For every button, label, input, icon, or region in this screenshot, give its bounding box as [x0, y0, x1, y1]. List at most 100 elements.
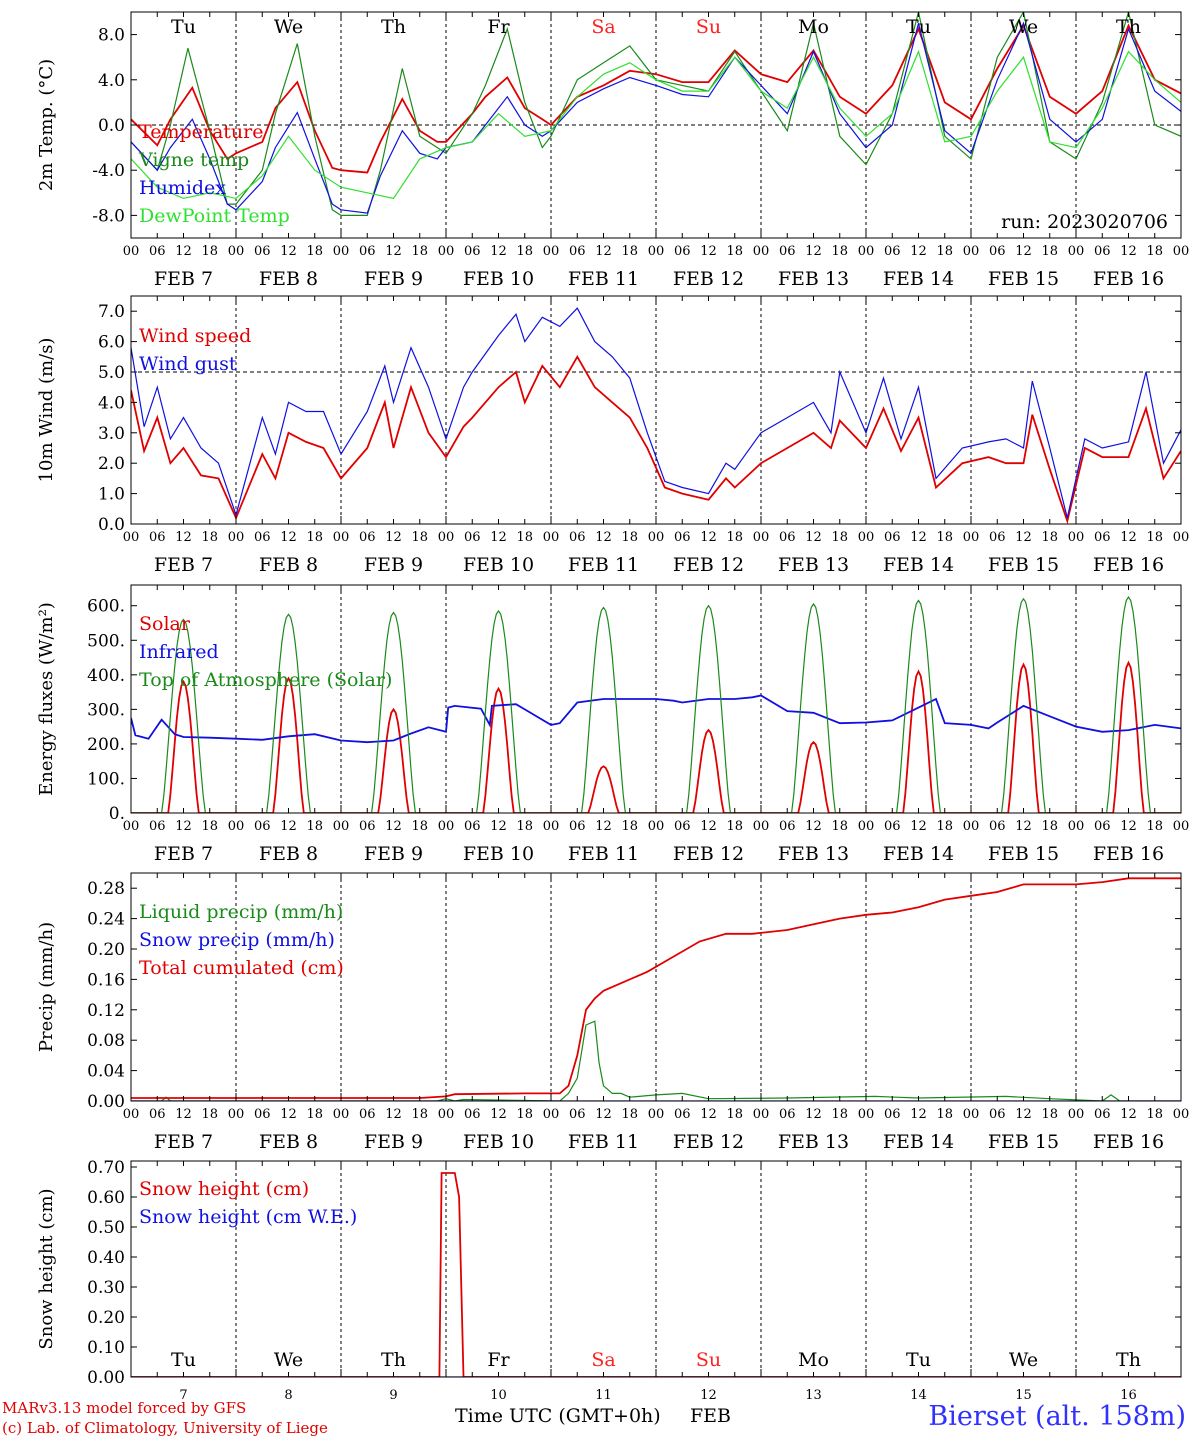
hour-label: 00: [123, 819, 140, 834]
hour-label: 12: [280, 819, 297, 834]
hour-label: 18: [306, 819, 323, 834]
date-label: FEB 8: [259, 554, 318, 576]
day-abbr: Tu: [171, 16, 196, 38]
y-tick-label: 0.00: [87, 1092, 125, 1112]
y-tick-label: 0.04: [87, 1062, 125, 1082]
hour-label: 00: [753, 244, 770, 259]
hour-label: 00: [438, 530, 455, 545]
series-line-snow-0: [131, 1172, 1181, 1377]
hour-label: 00: [648, 1107, 665, 1122]
hour-label: 18: [411, 1107, 428, 1122]
series-line-wind-1: [131, 307, 1181, 519]
y-tick-label: 500.: [87, 631, 125, 651]
date-label: FEB 15: [988, 843, 1059, 865]
series-group: [131, 595, 1181, 813]
day-abbr: Th: [1116, 1349, 1141, 1371]
hour-label: 06: [149, 819, 166, 834]
hour-label: 12: [595, 819, 612, 834]
hour-label: 12: [700, 244, 717, 259]
hour-label: 12: [700, 530, 717, 545]
date-label: FEB 8: [259, 268, 318, 290]
panel-energy: 0. 100. 200. 300. 400. 500. 600. Energy fluxes …: [36, 584, 1189, 865]
hour-label: 18: [936, 244, 953, 259]
day-number: 8: [284, 1388, 292, 1403]
hour-label: 06: [359, 530, 376, 545]
hour-label: 18: [1041, 819, 1058, 834]
y-tick-label: 6.0: [98, 333, 125, 353]
hour-label: 06: [149, 1107, 166, 1122]
hour-label: 12: [490, 244, 507, 259]
hour-label: 06: [674, 244, 691, 259]
hour-label: 18: [726, 244, 743, 259]
y-tick-label: -8.0: [92, 206, 125, 226]
hour-label: 06: [884, 1107, 901, 1122]
hour-label: 18: [306, 1107, 323, 1122]
y-axis-label: 2m Temp. (°C): [36, 59, 57, 191]
hour-label: 06: [884, 819, 901, 834]
date-label: FEB 12: [673, 843, 744, 865]
day-abbr: Mo: [798, 16, 829, 38]
model-credit: MARv3.13 model forced by GFS: [2, 1399, 247, 1417]
hour-label: 12: [490, 819, 507, 834]
y-tick-label: -4.0: [92, 161, 125, 181]
y-tick-label: 300.: [87, 700, 125, 720]
date-label: FEB 15: [988, 1131, 1059, 1153]
y-tick-label: 200.: [87, 735, 125, 755]
day-abbr: Th: [381, 16, 406, 38]
lab-credit: (c) Lab. of Climatology, University of L…: [2, 1419, 328, 1437]
hour-label: 00: [228, 1107, 245, 1122]
y-tick-label: 0.0: [98, 515, 125, 535]
legend-entry: Humidex: [139, 177, 226, 199]
y-axis-label: Precip (mm/h): [36, 922, 57, 1052]
date-label: FEB 16: [1093, 843, 1164, 865]
hour-label: 12: [910, 1107, 927, 1122]
date-label: FEB 10: [463, 843, 534, 865]
hour-label: 12: [1120, 530, 1137, 545]
hour-label: 06: [989, 819, 1006, 834]
hour-label: 00: [858, 1107, 875, 1122]
date-label: FEB 12: [673, 554, 744, 576]
hour-label: 06: [254, 819, 271, 834]
series-line-energy-1: [131, 694, 1181, 744]
date-label: FEB 7: [154, 268, 213, 290]
y-tick-label: 0.30: [87, 1278, 125, 1298]
hour-label: 18: [1146, 244, 1163, 259]
day-number: 10: [490, 1388, 507, 1403]
y-axis-label: Energy fluxes (W/m²): [36, 602, 57, 796]
hour-label: 12: [1120, 244, 1137, 259]
hour-label: 06: [569, 819, 586, 834]
y-tick-label: 0.50: [87, 1218, 125, 1238]
day-abbr: We: [1009, 1349, 1038, 1371]
hour-label: 12: [805, 530, 822, 545]
hour-label: 00: [648, 244, 665, 259]
day-abbr: Tu: [906, 16, 931, 38]
date-label: FEB 11: [568, 268, 639, 290]
hour-label: 00: [228, 819, 245, 834]
hour-label: 18: [1146, 1107, 1163, 1122]
day-abbr: Tu: [171, 1349, 196, 1371]
hour-label: 00: [963, 819, 980, 834]
legend-entry: Snow height (cm W.E.): [139, 1206, 357, 1228]
hour-label: 00: [438, 244, 455, 259]
series-line-temp-3: [131, 49, 1181, 200]
hour-label: 12: [280, 244, 297, 259]
hour-label: 00: [1068, 1107, 1085, 1122]
hour-label: 06: [359, 819, 376, 834]
hour-label: 06: [779, 1107, 796, 1122]
hour-label: 18: [621, 244, 638, 259]
hour-label: 12: [910, 530, 927, 545]
hour-label: 06: [989, 530, 1006, 545]
day-number: 7: [179, 1388, 187, 1403]
y-tick-label: 0.20: [87, 1308, 125, 1328]
hour-label: 00: [858, 244, 875, 259]
y-tick-label: 100.: [87, 769, 125, 789]
hour-label: 06: [1094, 819, 1111, 834]
date-label: FEB 9: [364, 843, 423, 865]
hour-label: 18: [621, 530, 638, 545]
hour-label: 12: [805, 244, 822, 259]
hour-label: 00: [858, 819, 875, 834]
hour-label: 18: [516, 244, 533, 259]
hour-label: 00: [123, 1107, 140, 1122]
hour-label: 18: [936, 1107, 953, 1122]
hour-label: 12: [280, 1107, 297, 1122]
